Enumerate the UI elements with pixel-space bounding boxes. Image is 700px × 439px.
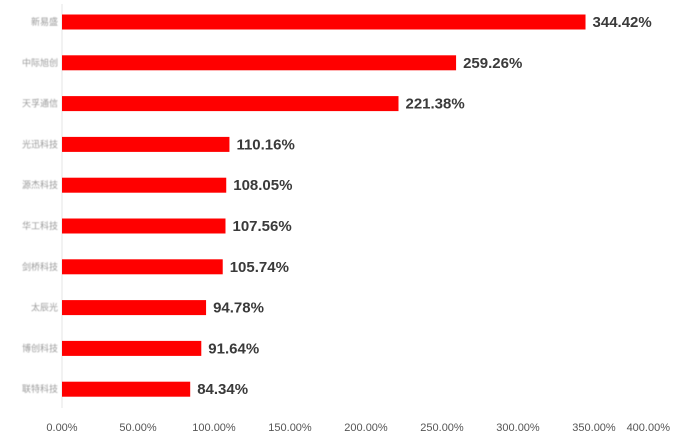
x-tick-labels-group: 0.00% 50.00% 100.00% 150.00% 200.00% 250.00% 3…	[46, 422, 670, 434]
bar	[62, 177, 227, 193]
x-tick-label: 150.00%	[268, 422, 312, 434]
x-tick-label: 50.00%	[119, 422, 157, 434]
bar	[62, 96, 399, 112]
x-tick-label: 0.00%	[46, 422, 77, 434]
value-label: 107.56%	[232, 218, 291, 235]
value-label: 259.26%	[463, 55, 522, 72]
bar	[62, 300, 207, 316]
category-label: 新易盛	[31, 16, 58, 28]
value-label: 94.78%	[213, 300, 264, 317]
bar	[62, 218, 226, 234]
value-label: 110.16%	[236, 136, 294, 153]
x-tick-label: 200.00%	[344, 422, 388, 434]
category-label: 中际旭创	[22, 57, 58, 69]
value-label: 105.74%	[230, 259, 289, 276]
bar	[62, 136, 230, 152]
bars-group	[62, 14, 586, 397]
value-label: 91.64%	[208, 340, 259, 357]
category-label: 源杰科技	[22, 179, 58, 191]
category-label: 华工科技	[22, 220, 58, 232]
category-label: 剑桥科技	[22, 261, 58, 273]
bar	[62, 340, 202, 356]
category-label: 光迅科技	[22, 138, 58, 150]
bar	[62, 381, 191, 397]
x-tick-label: 100.00%	[192, 422, 236, 434]
category-label: 天孚通信	[22, 98, 58, 110]
bar	[62, 259, 223, 275]
bar	[62, 14, 586, 30]
value-label: 221.38%	[405, 96, 464, 113]
x-tick-label: 400.00%	[627, 422, 671, 434]
value-label: 344.42%	[593, 14, 652, 31]
x-tick-label: 350.00%	[572, 422, 616, 434]
x-tick-label: 300.00%	[496, 422, 540, 434]
bar	[62, 55, 457, 71]
category-label: 联特科技	[22, 383, 58, 395]
value-label: 108.05%	[233, 177, 292, 194]
value-labels-group: 344.42% 259.26% 221.38% 110.16% 108.05% 107.5…	[197, 14, 652, 398]
category-label: 太辰光	[31, 302, 58, 314]
x-tick-label: 250.00%	[420, 422, 464, 434]
category-label: 博创科技	[22, 342, 58, 354]
value-label: 84.34%	[197, 381, 248, 398]
